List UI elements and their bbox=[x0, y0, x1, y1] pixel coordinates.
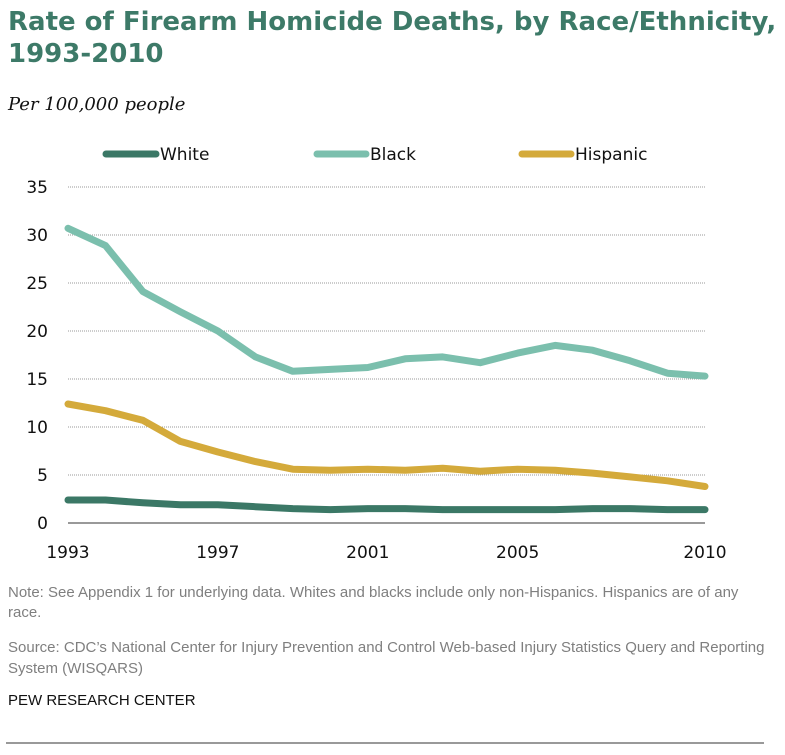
legend-label-black: Black bbox=[370, 145, 416, 165]
x-axis: 1993 1997 2001 2005 2010 bbox=[46, 543, 726, 563]
x-tick-label: 2005 bbox=[496, 543, 539, 563]
y-tick-label: 20 bbox=[26, 322, 48, 342]
gridlines bbox=[68, 186, 705, 524]
y-tick-label: 10 bbox=[26, 418, 48, 438]
y-axis: 0 5 10 15 20 25 30 35 bbox=[26, 178, 48, 534]
series-line-hispanic bbox=[64, 400, 709, 490]
series-lines bbox=[64, 224, 709, 514]
legend: White Black Hispanic bbox=[102, 145, 647, 165]
x-tick-label: 1997 bbox=[196, 543, 239, 563]
legend-item-black: Black bbox=[313, 145, 416, 165]
x-tick-label: 1993 bbox=[46, 543, 89, 563]
series-line-black bbox=[64, 224, 709, 380]
footnote: Note: See Appendix 1 for underlying data… bbox=[8, 584, 739, 621]
legend-item-white: White bbox=[102, 145, 209, 165]
chart-title: Rate of Firearm Homicide Deaths, by Race… bbox=[8, 7, 777, 69]
source-note: Source: CDC’s National Center for Injury… bbox=[8, 639, 765, 677]
y-tick-label: 5 bbox=[37, 466, 48, 486]
legend-label-hispanic: Hispanic bbox=[575, 145, 647, 165]
series-line-white bbox=[64, 496, 709, 514]
y-tick-label: 25 bbox=[26, 274, 48, 294]
chart-subtitle: Per 100,000 people bbox=[8, 94, 186, 115]
y-tick-label: 35 bbox=[26, 178, 48, 198]
legend-label-white: White bbox=[160, 145, 209, 165]
x-tick-label: 2010 bbox=[683, 543, 726, 563]
brand-label: PEW RESEARCH CENTER bbox=[8, 692, 196, 709]
y-tick-label: 0 bbox=[37, 514, 48, 534]
y-tick-label: 30 bbox=[26, 226, 48, 246]
bottom-divider bbox=[6, 742, 764, 744]
x-tick-label: 2001 bbox=[346, 543, 389, 563]
legend-item-hispanic: Hispanic bbox=[518, 145, 647, 165]
y-tick-label: 15 bbox=[26, 370, 48, 390]
line-chart: White Black Hispanic 0 5 10 15 20 25 30 35 1993… bbox=[26, 145, 726, 563]
